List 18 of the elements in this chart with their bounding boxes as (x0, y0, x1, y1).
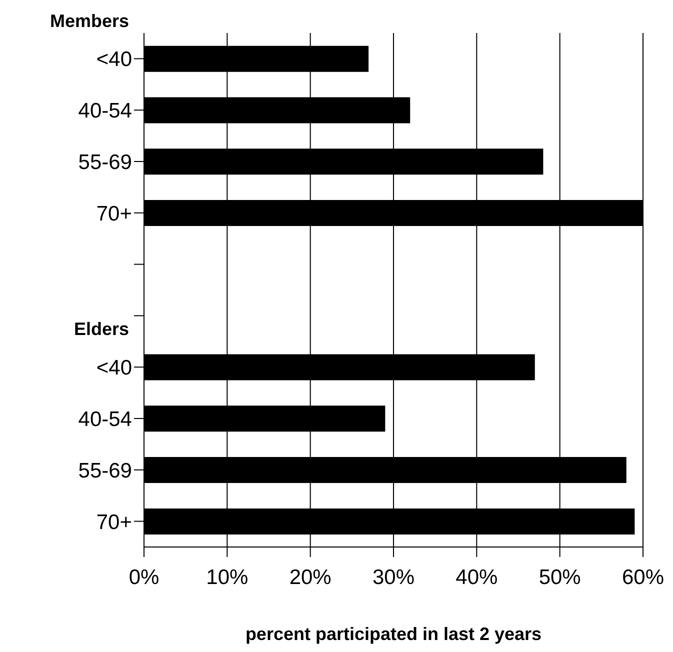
x-axis-title: percent participated in last 2 years (245, 624, 542, 644)
y-tick-label: 70+ (96, 202, 132, 226)
y-tick-label: <40 (96, 356, 132, 380)
x-tick-label: 20% (289, 566, 332, 589)
y-tick-label: 70+ (96, 510, 132, 534)
y-tick-label: 55-69 (78, 459, 132, 482)
y-tick-label: <40 (96, 48, 132, 72)
x-tick-label: 40% (456, 566, 498, 589)
y-tick-label: 55-69 (78, 150, 132, 174)
x-tick-label: 0% (128, 566, 160, 589)
group-heading: Members (50, 11, 129, 31)
y-tick-label: 40-54 (78, 100, 132, 123)
y-tick-label: 40-54 (78, 408, 132, 431)
x-tick-label: 30% (372, 566, 415, 589)
x-tick-label: 50% (538, 566, 581, 589)
group-heading: Elders (74, 319, 129, 340)
x-tick-label: 10% (206, 566, 248, 589)
x-tick-label: 60% (622, 566, 664, 589)
